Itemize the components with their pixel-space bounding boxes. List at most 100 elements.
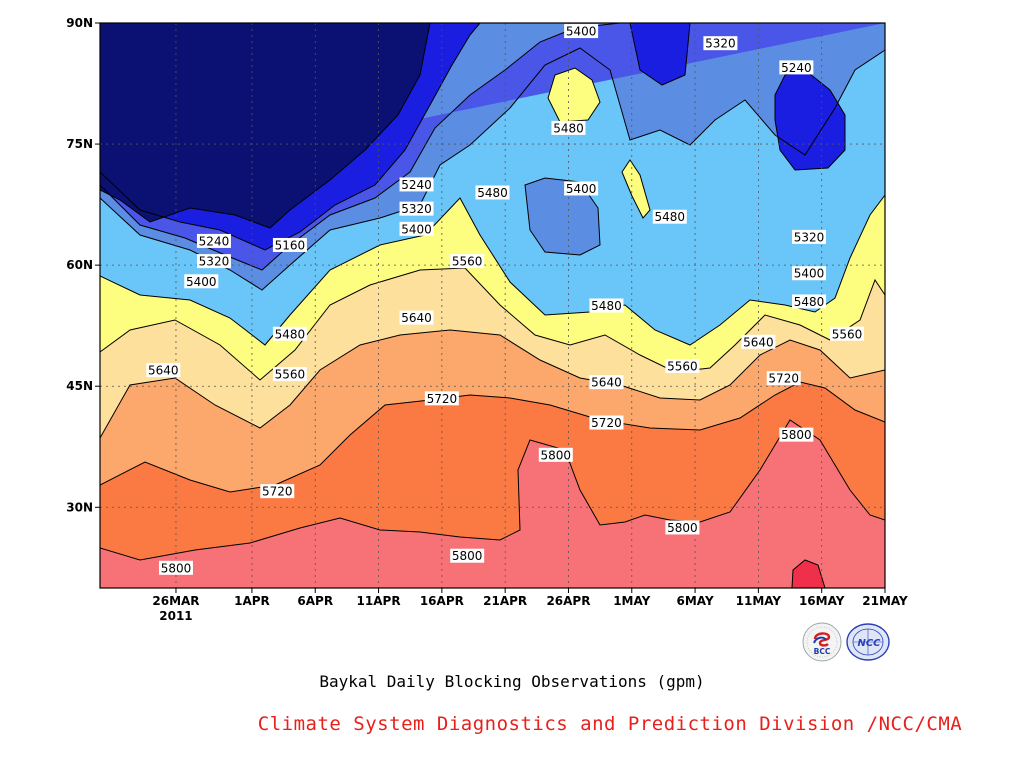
contour-label: 5720 — [424, 391, 459, 406]
contour-label: 5800 — [665, 520, 700, 535]
svg-text:5320: 5320 — [199, 255, 230, 269]
contour-label: 5720 — [260, 484, 295, 499]
svg-text:5720: 5720 — [262, 485, 293, 499]
band-lt5160 — [100, 23, 430, 228]
x-tick-label: 11APR — [357, 594, 401, 608]
contour-label: 5560 — [665, 359, 700, 374]
chart-caption: Baykal Daily Blocking Observations (gpm) — [319, 672, 705, 691]
bcc-logo-label: BCC — [814, 647, 831, 656]
contour-label: 5400 — [564, 181, 599, 196]
x-tick-label: 6MAY — [677, 594, 714, 608]
contour-label: 5480 — [475, 185, 510, 200]
svg-text:5480: 5480 — [477, 186, 508, 200]
contour-label: 5320 — [399, 201, 434, 216]
contour-label: 5480 — [272, 326, 307, 341]
contour-label: 5720 — [766, 371, 801, 386]
svg-text:5240: 5240 — [199, 234, 230, 248]
x-tick-label: 11MAY — [736, 594, 782, 608]
svg-text:5480: 5480 — [654, 210, 685, 224]
contour-label: 5320 — [196, 254, 231, 269]
contour-label: 5240 — [779, 60, 814, 75]
svg-text:5400: 5400 — [566, 182, 597, 196]
svg-text:5160: 5160 — [275, 238, 306, 252]
contour-label: 5560 — [272, 367, 307, 382]
contour-label: 5480 — [792, 294, 827, 309]
y-tick-label: 60N — [66, 258, 93, 272]
svg-text:5480: 5480 — [275, 327, 306, 341]
svg-text:5480: 5480 — [794, 295, 825, 309]
svg-text:5560: 5560 — [275, 368, 306, 382]
svg-text:5800: 5800 — [667, 521, 698, 535]
svg-text:5800: 5800 — [781, 428, 812, 442]
contour-label: 5480 — [551, 120, 586, 135]
svg-text:5560: 5560 — [832, 327, 863, 341]
svg-text:5480: 5480 — [553, 121, 584, 135]
y-tick-label: 90N — [66, 16, 93, 30]
bcc-logo-icon: BCC — [802, 622, 842, 662]
contour-label: 5800 — [450, 548, 485, 563]
contour-label: 5640 — [741, 334, 776, 349]
x-tick-label: 1MAY — [613, 594, 650, 608]
y-tick-label: 45N — [66, 379, 93, 393]
svg-text:5640: 5640 — [591, 376, 622, 390]
svg-text:5400: 5400 — [401, 222, 432, 236]
svg-text:5400: 5400 — [794, 267, 825, 281]
svg-text:5800: 5800 — [541, 448, 572, 462]
svg-text:5240: 5240 — [781, 61, 812, 75]
ncc-logo-label: NCC — [857, 638, 881, 649]
svg-text:5800: 5800 — [452, 549, 483, 563]
svg-text:5720: 5720 — [427, 392, 458, 406]
contour-label: 5160 — [272, 237, 307, 252]
contour-label: 5800 — [538, 447, 573, 462]
contour-labels: 5160 5240 5320 5400 5480 5560 5640 5720 5800 5240… — [146, 24, 865, 575]
svg-text:5640: 5640 — [743, 335, 774, 349]
island-5480-5560 — [548, 68, 600, 122]
contour-label: 5240 — [196, 233, 231, 248]
island-5320-5400 — [525, 178, 600, 255]
x-tick-label: 16APR — [420, 594, 464, 608]
island-5480-5560-b — [622, 160, 650, 218]
contour-label: 5400 — [184, 274, 219, 289]
svg-text:5720: 5720 — [768, 372, 799, 386]
contour-label: 5400 — [564, 24, 599, 39]
x-year-label: 2011 — [159, 609, 192, 623]
x-tick-label: 21MAY — [862, 594, 908, 608]
ncc-logo-icon: NCC — [846, 623, 890, 661]
svg-text:5320: 5320 — [794, 230, 825, 244]
contour-label: 5480 — [589, 298, 624, 313]
contour-label: 5320 — [703, 36, 738, 51]
plot-frame — [99, 22, 886, 589]
x-tick-label: 26MAR — [152, 594, 199, 608]
y-tick-label: 30N — [66, 500, 93, 514]
island-gt5880 — [792, 560, 825, 588]
svg-text:5560: 5560 — [452, 255, 483, 269]
x-tick-label: 21APR — [483, 594, 527, 608]
contour-label: 5240 — [399, 177, 434, 192]
contour-label: 5320 — [792, 229, 827, 244]
contour-label: 5640 — [399, 310, 434, 325]
svg-text:5240: 5240 — [401, 178, 432, 192]
x-tick-label: 1APR — [234, 594, 270, 608]
y-tick-label: 75N — [66, 137, 93, 151]
contour-label: 5400 — [399, 221, 434, 236]
svg-text:5400: 5400 — [186, 275, 217, 289]
svg-text:5800: 5800 — [161, 561, 192, 575]
svg-text:5480: 5480 — [591, 299, 622, 313]
x-tick-label: 6APR — [297, 594, 333, 608]
y-axis: 30N 45N 60N 75N 90N — [66, 16, 100, 514]
contour-label: 5560 — [450, 254, 485, 269]
credit-line: Climate System Diagnostics and Predictio… — [257, 713, 963, 735]
svg-text:5720: 5720 — [591, 416, 622, 430]
svg-text:5320: 5320 — [705, 37, 736, 51]
contour-label: 5640 — [589, 375, 624, 390]
contour-label: 5480 — [652, 209, 687, 224]
svg-text:5400: 5400 — [566, 25, 597, 39]
svg-text:5320: 5320 — [401, 202, 432, 216]
x-tick-label: 26APR — [546, 594, 590, 608]
contour-label: 5720 — [589, 415, 624, 430]
island-5160-5240-b — [630, 23, 690, 85]
contour-label: 5640 — [146, 363, 181, 378]
island-5160-5240 — [775, 70, 845, 170]
contour-fill-layer — [100, 23, 885, 588]
